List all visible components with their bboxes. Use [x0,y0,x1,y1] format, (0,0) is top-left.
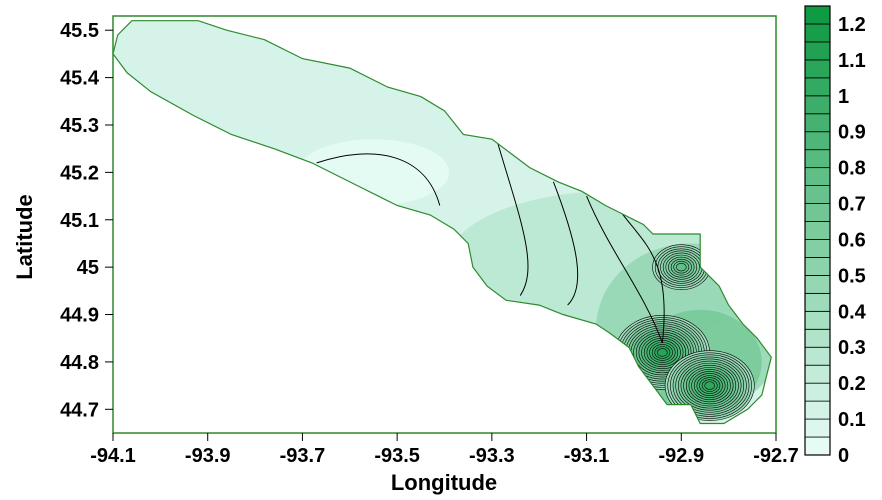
colorbar-label: 0.7 [838,194,866,216]
colorbar-swatch [804,328,831,348]
colorbar-swatch [804,274,831,294]
colorbar-swatch [804,364,831,384]
y-tick-label: 44.7 [60,399,99,421]
colorbar-swatch [804,346,831,366]
colorbar-label: 0.9 [838,122,866,144]
colorbar-swatch [804,239,831,258]
colorbar-frame [804,5,831,456]
y-tick-label: 45 [77,257,99,279]
region-outline [112,20,772,425]
colorbar-swatch [804,436,831,456]
colorbar-swatch [804,310,831,330]
colorbar-swatch [804,203,831,222]
colorbar-swatch [804,131,831,151]
colorbar-label: 1.2 [838,14,866,36]
x-axis-ticks: -94.1 -93.9 -93.7 -93.5 -93.3 -93.1 -92.9 -92.7 [90,433,799,467]
y-tick-label: 45.2 [60,162,99,184]
colorbar-swatch [804,221,831,240]
contour-line [704,381,715,390]
colorbar-swatch [804,41,831,61]
contour-region [112,20,772,425]
y-axis-title: Latitude [12,194,37,280]
contour-line [586,195,663,344]
colorbar-swatch [804,59,831,79]
x-tick-label: -93.9 [185,445,231,467]
colorbar-swatch [804,23,831,43]
y-axis-ticks: 44.7 44.8 44.9 45 45.1 45.2 45.3 45.4 45.5 [60,20,113,421]
colorbar-swatch [804,257,831,276]
colorbar-label: 0.3 [838,337,866,359]
y-tick-label: 44.9 [60,305,99,327]
contour-line [657,348,668,357]
y-tick-label: 45.1 [60,210,99,232]
y-tick-label: 45.3 [60,115,99,137]
x-tick-label: -92.7 [753,445,799,467]
x-tick-label: -93.5 [374,445,420,467]
x-tick-label: -93.3 [469,445,515,467]
y-tick-label: 44.8 [60,352,99,374]
colorbar-swatch [804,149,831,169]
x-tick-label: -92.9 [658,445,704,467]
y-tick-label: 45.5 [60,20,99,42]
colorbar-swatch [804,5,831,25]
colorbar-swatch [804,382,831,402]
colorbar-label: 0.8 [838,158,866,180]
colorbar-label: 1.1 [838,50,866,72]
colorbar-swatch [804,185,831,204]
colorbar-label: 0 [838,445,849,467]
colorbar-swatch [804,292,831,312]
x-tick-label: -93.1 [564,445,610,467]
x-axis-title: Longitude [391,470,497,495]
colorbar-swatch [804,77,831,97]
contour-line [316,153,441,206]
colorbar-swatch [804,113,831,133]
contour-line [496,139,529,296]
contour-line [676,262,687,272]
contour-line [552,181,579,306]
colorbar-label: 0.4 [838,301,867,323]
colorbar-label: 0.2 [838,373,866,395]
colorbar-swatch [804,400,831,420]
colorbar-label: 0.5 [838,265,866,287]
colorbar-swatch [804,418,831,438]
colorbar-swatch [804,167,831,186]
y-tick-label: 45.4 [60,68,100,90]
x-tick-label: -94.1 [90,445,136,467]
colorbar-label: 0.6 [838,229,866,251]
colorbar-label: 1 [838,86,849,108]
contour-bands [297,139,772,421]
x-tick-label: -93.7 [280,445,326,467]
colorbar: 0 0.1 0.2 0.3 0.4 0.5 0.6 0.7 0.8 0.9 1 1.1 1.2 [804,5,867,467]
colorbar-label: 0.1 [838,409,866,431]
contour-line [619,209,665,344]
colorbar-swatch [804,95,831,115]
